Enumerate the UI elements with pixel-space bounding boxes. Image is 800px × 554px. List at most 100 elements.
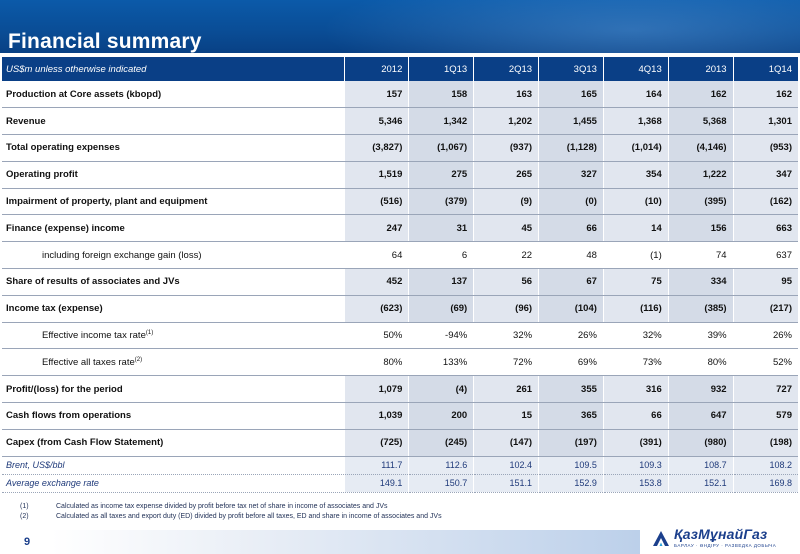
footnote-ref: (1) (145, 329, 154, 336)
row-label-text: Finance (expense) income (6, 222, 125, 234)
table-cell: 165 (538, 81, 604, 109)
table-cell: (391) (603, 429, 669, 457)
table-cell: 162 (668, 81, 734, 109)
table-cell: 80% (344, 348, 410, 377)
row-label-text: Operating profit (6, 169, 78, 181)
row-label-text: Brent, US$/bbl (6, 460, 65, 471)
table-cell: -94% (408, 322, 475, 350)
column-header: 2Q13 (473, 57, 540, 81)
footnote-text: Calculated as all taxes and export duty … (56, 513, 442, 520)
table-cell: 95 (733, 268, 798, 296)
column-header: 4Q13 (603, 57, 669, 81)
logo-mark-icon (653, 531, 669, 546)
row-label-text: Profit/(loss) for the period (6, 383, 123, 395)
table-cell: 153.8 (603, 474, 669, 493)
table-cell: 200 (408, 402, 475, 430)
table-cell: (623) (344, 295, 410, 323)
table-cell: 45 (473, 214, 540, 243)
table-row: Revenue 5,346 1,342 1,202 1,455 1,368 5,368 1,3… (2, 107, 798, 136)
table-row: Effective all taxes rate(2) 80% 133% 72% 69%… (2, 348, 798, 377)
row-label: Brent, US$/bbl (2, 455, 345, 475)
table-row: Average exchange rate 149.1 150.7 151.1 152.… (2, 474, 798, 493)
table-cell: (1,067) (408, 134, 475, 162)
table-row: Brent, US$/bbl 111.7 112.6 102.4 109.5 109.3 1… (2, 455, 798, 475)
table-row: Operating profit 1,519 275 265 327 354 1,222 34… (2, 161, 798, 189)
footer-gradient-bar (0, 530, 640, 554)
footnote-text: Calculated as income tax expense divided… (56, 503, 388, 510)
row-label-text: Effective income tax rate (42, 330, 146, 342)
table-cell: 66 (603, 402, 669, 430)
table-row: Finance (expense) income 247 31 45 66 14 156 66… (2, 214, 798, 243)
table-cell: 365 (538, 402, 604, 430)
table-row: Total operating expenses (3,827) (1,067) (9… (2, 134, 798, 162)
table-cell: (245) (408, 429, 475, 457)
row-label: Total operating expenses (2, 134, 345, 162)
table-cell: 152.9 (538, 474, 604, 493)
table-cell: 111.7 (344, 455, 410, 475)
table-cell: 727 (733, 375, 798, 404)
footnote-ref: (2) (134, 356, 143, 363)
table-row: including foreign exchange gain (loss) 64… (2, 241, 798, 270)
slide-header: Financial summary (0, 0, 800, 56)
table-cell: 26% (733, 322, 798, 350)
row-label: Revenue (2, 107, 345, 136)
table-row: Effective income tax rate(1) 50% -94% 32% 26… (2, 322, 798, 350)
table-row: Cash flows from operations 1,039 200 15 365 6… (2, 402, 798, 430)
table-cell: 151.1 (473, 474, 540, 493)
table-cell: (395) (668, 188, 734, 216)
column-header: 3Q13 (538, 57, 604, 81)
table-cell: 108.7 (668, 455, 734, 475)
table-cell: 73% (603, 348, 669, 377)
table-cell: 169.8 (733, 474, 798, 493)
table-cell: (1,128) (538, 134, 604, 162)
table-cell: 932 (668, 375, 734, 404)
table-cell: 347 (733, 161, 798, 189)
table-cell: 15 (473, 402, 540, 430)
footnote: (2) Calculated as all taxes and export d… (20, 512, 442, 522)
column-header: 2012 (344, 57, 410, 81)
page-number: 9 (24, 536, 31, 548)
table-cell: (4,146) (668, 134, 734, 162)
row-label: Impairment of property, plant and equipm… (2, 188, 345, 216)
table-cell: (162) (733, 188, 798, 216)
table-cell: (198) (733, 429, 798, 457)
table-cell: 158 (408, 81, 475, 109)
table-cell: 265 (473, 161, 540, 189)
table-cell: (937) (473, 134, 540, 162)
table-cell: 137 (408, 268, 475, 296)
table-cell: (96) (473, 295, 540, 323)
table-cell: (9) (473, 188, 540, 216)
row-label-text: Total operating expenses (6, 142, 120, 154)
row-label: Finance (expense) income (2, 214, 345, 243)
row-label: including foreign exchange gain (loss) (2, 241, 345, 270)
table-cell: 1,222 (668, 161, 734, 189)
table-cell: 22 (473, 241, 540, 270)
table-header-row: US$m unless otherwise indicated 2012 1Q1… (2, 57, 798, 81)
table-cell: 164 (603, 81, 669, 109)
table-cell: 102.4 (473, 455, 540, 475)
table-cell: 162 (733, 81, 798, 109)
row-label-text: Share of results of associates and JVs (6, 276, 180, 288)
row-label: Cash flows from operations (2, 402, 345, 430)
table-cell: (197) (538, 429, 604, 457)
table-cell: 637 (733, 241, 798, 270)
table-cell: (3,827) (344, 134, 410, 162)
table-cell: 261 (473, 375, 540, 404)
table-cell: 32% (603, 322, 669, 350)
table-cell: 156 (668, 214, 734, 243)
table-cell: 31 (408, 214, 475, 243)
table-cell: 56 (473, 268, 540, 296)
table-cell: 152.1 (668, 474, 734, 493)
table-cell: (0) (538, 188, 604, 216)
table-cell: 452 (344, 268, 410, 296)
table-cell: (116) (603, 295, 669, 323)
table-row: Production at Core assets (kbopd) 157 158 1… (2, 81, 798, 109)
row-label-text: Cash flows from operations (6, 410, 132, 422)
table-cell: 5,346 (344, 107, 410, 136)
table-cell: 157 (344, 81, 410, 109)
table-cell: 75 (603, 268, 669, 296)
table-cell: 108.2 (733, 455, 798, 475)
table-cell: 112.6 (408, 455, 475, 475)
table-cell: 66 (538, 214, 604, 243)
table-cell: 1,519 (344, 161, 410, 189)
